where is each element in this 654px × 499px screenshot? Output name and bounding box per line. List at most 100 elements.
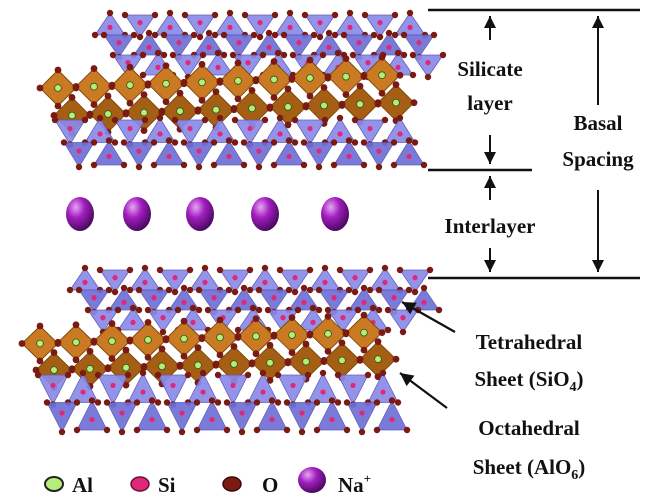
- tetrahedral-callout-arrow: [401, 301, 456, 333]
- oxygen-atom: [171, 288, 179, 296]
- silicon-atom: [130, 319, 136, 325]
- silicon-atom: [391, 295, 397, 301]
- oxygen-atom: [122, 346, 130, 354]
- legend-label-na-text: Na: [338, 473, 364, 497]
- oxygen-atom: [60, 139, 68, 146]
- silicon-atom: [232, 275, 238, 281]
- oxygen-atom: [231, 288, 239, 296]
- silicon-atom: [277, 131, 283, 137]
- oxygen-atom: [231, 116, 239, 124]
- oxygen-atom: [289, 51, 297, 59]
- aluminum-atom: [248, 104, 256, 113]
- oxygen-atom: [120, 161, 128, 169]
- silicon-atom: [202, 279, 208, 285]
- oxygen-atom: [374, 373, 382, 381]
- tetrahedron-shape: [103, 34, 135, 58]
- oxygen-atom: [394, 49, 402, 57]
- aluminum-atom: [212, 105, 220, 114]
- oxygen-atom: [54, 102, 62, 110]
- silicon-atom: [377, 20, 383, 26]
- silicon-atom: [365, 60, 371, 66]
- oxygen-atom: [122, 381, 130, 389]
- oxygen-atom: [284, 121, 292, 129]
- oxygen-atom: [426, 266, 434, 274]
- oxygen-atom: [234, 59, 242, 67]
- oxygen-atom: [313, 426, 321, 434]
- oxygen-atom: [252, 315, 260, 323]
- tetrahedron-shape: [166, 402, 198, 433]
- oxygen-atom: [379, 369, 387, 377]
- tetrahedron-shape: [228, 287, 260, 311]
- silicon-atom: [110, 382, 116, 389]
- oxygen-atom: [301, 11, 309, 19]
- oxygen-atom: [96, 266, 104, 274]
- oxygen-atom: [346, 9, 354, 17]
- oxygen-atom: [325, 29, 333, 37]
- tetrahedron-shape: [213, 139, 245, 166]
- tetrahedron-shape: [97, 374, 129, 406]
- silicon-atom: [347, 24, 353, 30]
- oxygen-atom: [96, 114, 104, 122]
- oxygen-atom: [84, 306, 92, 314]
- oxygen-atom: [342, 329, 350, 337]
- oxygen-atom: [304, 371, 312, 379]
- oxygen-atom: [151, 31, 159, 39]
- oxygen-atom: [196, 33, 204, 41]
- oxygen-atom: [139, 369, 147, 377]
- oxygen-atom: [430, 31, 438, 39]
- oxygen-atom: [375, 286, 383, 294]
- oxygen-atom: [129, 304, 137, 312]
- oxygen-atom: [130, 31, 138, 39]
- silicon-atom: [196, 148, 202, 154]
- oxygen-atom: [144, 306, 152, 314]
- oxygen-atom: [331, 11, 339, 19]
- silicon-atom: [149, 416, 155, 423]
- oxygen-atom: [270, 94, 278, 101]
- oxygen-atom: [285, 137, 293, 144]
- oxygen-atom: [334, 399, 342, 406]
- oxygen-atom: [360, 346, 368, 354]
- tetra-formula-subscript: 4: [570, 380, 577, 395]
- silicon-atom: [185, 60, 191, 66]
- tetrahedron-shape: [363, 142, 395, 168]
- tetrahedron-shape: [67, 372, 99, 403]
- tetrahedron-shape: [138, 289, 170, 313]
- oxygen-atom: [324, 306, 332, 314]
- oxygen-atom: [198, 96, 206, 104]
- oxygen-atom: [180, 352, 188, 360]
- oxygen-atom: [360, 71, 368, 79]
- oxygen-atom: [259, 369, 267, 377]
- tetrahedron-shape: [343, 34, 375, 58]
- tetrahedron-shape: [258, 289, 290, 313]
- oxygen-atom: [244, 371, 252, 379]
- tetrahedron-shape: [217, 374, 249, 406]
- aluminum-atom: [198, 78, 206, 87]
- oxygen-atom: [264, 306, 272, 314]
- silicon-atom: [217, 131, 223, 137]
- upper-silicate-layer: [36, 9, 447, 171]
- oxygen-atom: [220, 51, 228, 59]
- oxygen-atom: [72, 83, 80, 90]
- aluminum-atom: [378, 71, 386, 80]
- tetrahedron-shape: [373, 32, 405, 56]
- oxygen-atom: [238, 428, 246, 436]
- oxygen-atom: [378, 53, 386, 61]
- silicon-atom: [157, 131, 163, 137]
- silicon-atom: [421, 299, 427, 305]
- silicon-atom: [269, 416, 275, 423]
- oxygen-atom: [204, 306, 212, 314]
- oxygen-atom: [270, 139, 278, 146]
- tetrahedron-shape: [274, 12, 306, 36]
- green-dot-icon: [44, 476, 64, 492]
- lower-silicate-layer: [18, 264, 443, 436]
- silicon-atom: [329, 416, 335, 423]
- legend-item-al: Al: [44, 473, 93, 497]
- oxygen-atom: [302, 340, 310, 348]
- oxygen-atom: [216, 351, 224, 359]
- oxygen-atom: [234, 95, 242, 103]
- aluminum-atom: [104, 110, 112, 118]
- oxygen-atom: [144, 318, 152, 326]
- oxygen-atom: [214, 399, 222, 406]
- oxygen-atom: [349, 51, 357, 59]
- tetrahedron-shape: [247, 372, 279, 403]
